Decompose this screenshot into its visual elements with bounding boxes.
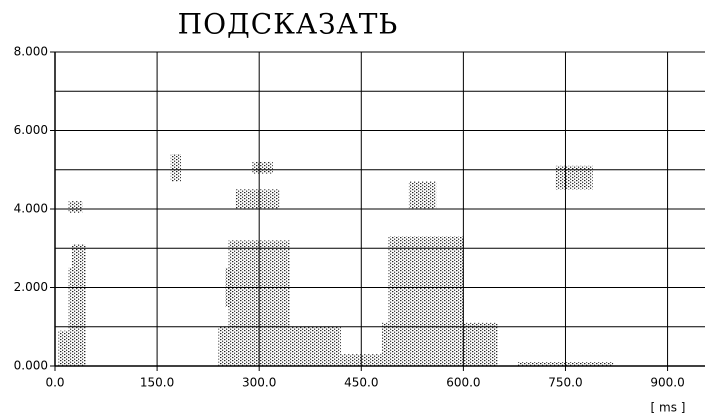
x-tick-label: 900.0 <box>650 376 684 390</box>
x-unit-label: [ ms ] <box>651 401 686 415</box>
y-tick-label: 6.000 <box>14 123 48 137</box>
y-tick-label: 8.000 <box>14 45 48 59</box>
energy-region <box>555 165 593 190</box>
x-tick-label: 150.0 <box>140 376 174 390</box>
energy-region <box>517 362 614 366</box>
energy-region <box>252 161 273 174</box>
energy-region <box>58 330 86 366</box>
energy-region <box>170 154 181 182</box>
x-tick-label: 0.0 <box>45 376 64 390</box>
x-tick-label: 600.0 <box>446 376 480 390</box>
energy-region <box>218 326 341 366</box>
x-tick-label: 450.0 <box>344 376 378 390</box>
energy-region <box>235 189 280 209</box>
y-tick-label: 2.000 <box>14 280 48 294</box>
energy-region <box>228 240 290 327</box>
chart-title: ПОДСКАЗАТЬ <box>178 8 399 41</box>
energy-region <box>72 244 86 268</box>
energy-region <box>68 267 86 331</box>
energy-region <box>388 236 464 323</box>
energy-region <box>408 181 437 209</box>
energy-region <box>381 322 498 366</box>
x-tick-label: 300.0 <box>242 376 276 390</box>
y-tick-label: 4.000 <box>14 202 48 216</box>
x-tick-label: 750.0 <box>548 376 582 390</box>
energy-region <box>68 201 83 213</box>
energy-region <box>340 354 382 366</box>
y-tick-label: 0.000 <box>14 359 48 373</box>
